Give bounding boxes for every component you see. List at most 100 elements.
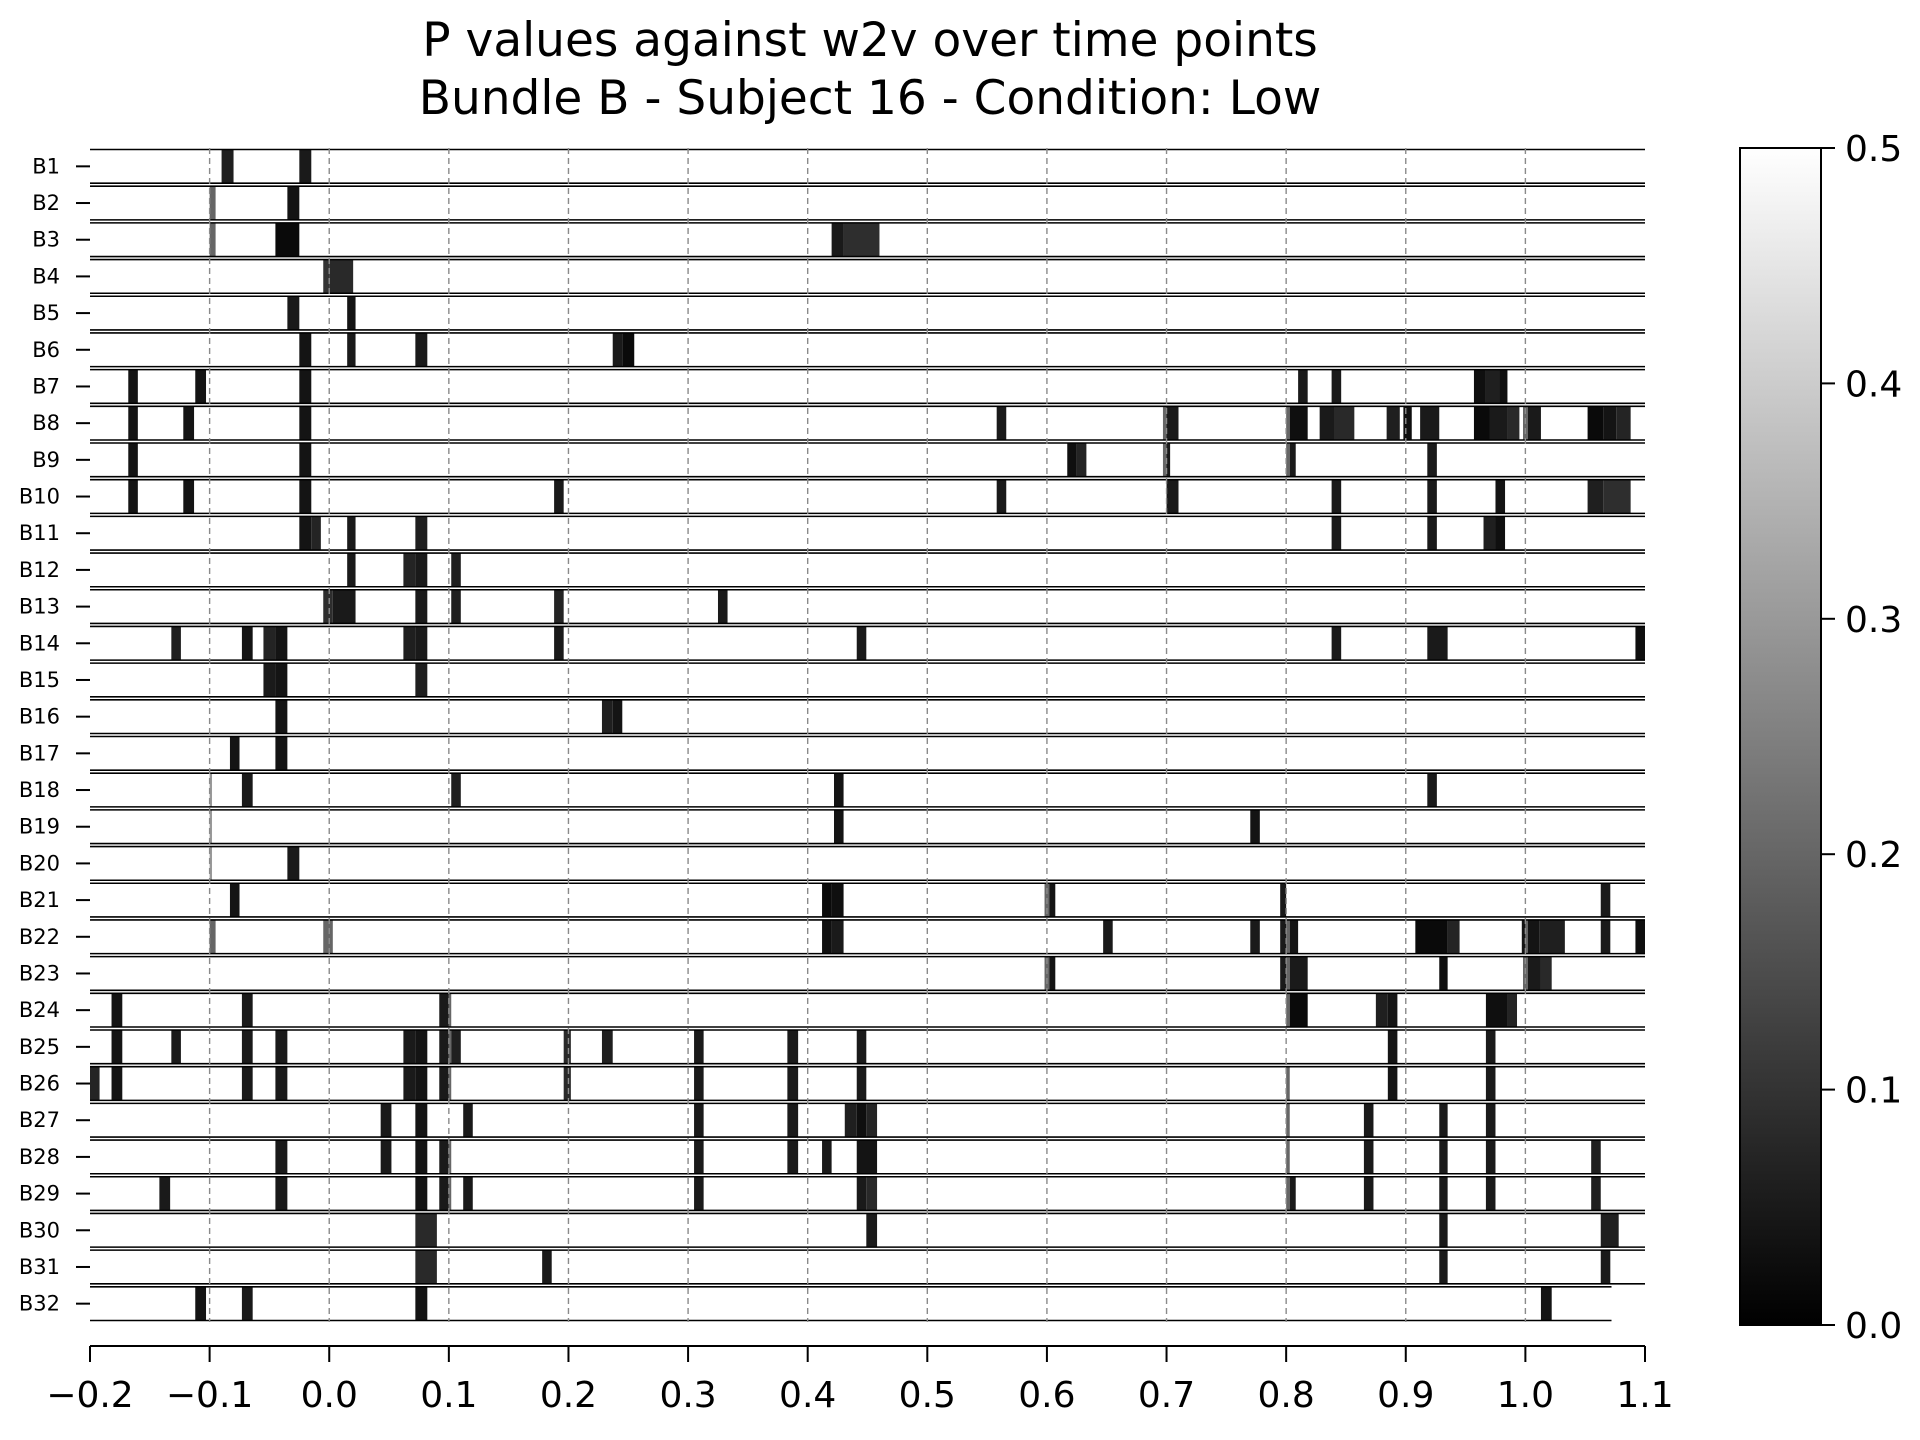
heatmap-cell (415, 332, 428, 367)
heatmap-cell (1507, 406, 1520, 440)
row-label: B20 (19, 851, 60, 875)
heatmap-cell (856, 1103, 867, 1138)
x-tick-label: 0.3 (659, 1375, 716, 1416)
heatmap-row-b5 (90, 295, 1645, 331)
heatmap-cell (323, 259, 330, 294)
heatmap-cell (1049, 956, 1056, 991)
heatmap-cell (332, 589, 356, 624)
row-label: B3 (32, 228, 60, 252)
x-tick-label: 0.9 (1377, 1375, 1434, 1416)
row-label: B15 (19, 668, 60, 692)
heatmap-row-b8 (90, 405, 1645, 441)
heatmap-cell (1289, 443, 1296, 477)
heatmap-cell (299, 149, 312, 184)
heatmap-cell (1286, 443, 1290, 477)
heatmap-cell (299, 406, 312, 440)
heatmap-row-b18 (90, 772, 1645, 808)
row-background (90, 773, 1645, 807)
heatmap-cell (415, 1103, 428, 1138)
heatmap-cell (1591, 1176, 1601, 1211)
heatmap-cell (1427, 516, 1437, 551)
x-tick-label: 0.6 (1018, 1375, 1075, 1416)
row-background (90, 479, 1645, 514)
heatmap-cell (299, 516, 312, 551)
heatmap-cell (347, 516, 356, 551)
heatmap-cell (834, 809, 844, 844)
heatmap-cell (241, 1286, 253, 1321)
heatmap-cell (1427, 443, 1437, 477)
heatmap-cell (1067, 443, 1077, 477)
heatmap-cell (1600, 883, 1611, 917)
heatmap-cell (694, 1066, 704, 1101)
heatmap-cell (171, 1030, 181, 1064)
heatmap-cell (380, 1140, 392, 1174)
heatmap-row-b9 (90, 442, 1645, 478)
row-label: B2 (32, 191, 60, 215)
heatmap-cell (622, 332, 635, 367)
heatmap-cell (209, 919, 216, 954)
heatmap-cell (542, 1250, 552, 1284)
heatmap-cell (183, 479, 195, 514)
x-tick-label: −0.2 (46, 1375, 133, 1416)
heatmap-cell (1473, 406, 1490, 440)
row-background (90, 846, 1645, 881)
heatmap-cell (612, 699, 623, 734)
heatmap-cell (822, 883, 832, 917)
heatmap-cell (1286, 1103, 1290, 1138)
heatmap-cell (694, 1103, 704, 1138)
heatmap-cell (1527, 919, 1540, 954)
heatmap-cell (831, 222, 844, 257)
heatmap-cell (183, 406, 195, 440)
heatmap-cell (403, 553, 416, 587)
heatmap-cell (275, 663, 288, 697)
heatmap-row-b6 (90, 332, 1645, 368)
row-label: B1 (32, 154, 60, 178)
heatmap-cell (1415, 919, 1448, 954)
heatmap-cell (128, 406, 138, 440)
row-label: B30 (19, 1218, 60, 1242)
colorbar-tick-label: 0.0 (1845, 1306, 1902, 1347)
heatmap-cell (866, 1103, 878, 1138)
x-gridlines (208, 148, 1527, 1322)
heatmap-cell (1166, 406, 1179, 440)
heatmap-cell (275, 1066, 288, 1101)
heatmap-cell (1331, 479, 1342, 514)
colorbar-tick-label: 0.1 (1845, 1071, 1902, 1112)
colorbar-tick-label: 0.3 (1845, 600, 1902, 641)
heatmap-cell (403, 1066, 416, 1101)
heatmap-cell (601, 1030, 613, 1064)
row-label: B27 (19, 1108, 60, 1132)
heatmap-cell (275, 1140, 288, 1174)
row-label: B4 (32, 264, 60, 288)
colorbar: 0.0 0.1 0.2 0.3 0.4 0.5 (1739, 129, 1902, 1347)
heatmap-cell (451, 589, 461, 624)
heatmap-row-b1 (90, 148, 1645, 184)
x-axis: −0.2 −0.1 0.0 0.1 0.2 0.3 0.4 0.5 0.6 0.7 0.8 0.9 1.… (46, 1345, 1674, 1416)
heatmap-cell (1286, 993, 1290, 1027)
heatmap-cell (241, 1066, 253, 1101)
heatmap-cell (1334, 406, 1355, 440)
heatmap-cell (275, 1176, 288, 1211)
heatmap-cell (415, 1250, 437, 1284)
heatmap-cell (439, 1066, 449, 1101)
heatmap-cell (1289, 406, 1308, 440)
heatmap-cell (403, 626, 416, 661)
heatmap-cell (1439, 1176, 1448, 1211)
row-background (90, 663, 1645, 697)
heatmap-cell (415, 1140, 428, 1174)
heatmap-row-b17 (90, 735, 1645, 771)
heatmap-cell (1420, 406, 1440, 440)
heatmap-cell (1439, 956, 1448, 991)
chart-title-line-1: P values against w2v over time points (422, 13, 1318, 68)
heatmap-cell (694, 1140, 704, 1174)
heatmap-cell (1540, 1286, 1552, 1321)
x-tick-label: 0.0 (301, 1375, 358, 1416)
heatmap-cell (415, 553, 428, 587)
heatmap-rows (90, 148, 1645, 1322)
heatmap-cell (415, 626, 428, 661)
heatmap-cell (415, 1030, 428, 1064)
heatmap-cell (1600, 919, 1611, 954)
x-tick-label: 0.7 (1138, 1375, 1195, 1416)
heatmap-cell (787, 1030, 799, 1064)
heatmap-row-b7 (90, 368, 1645, 405)
